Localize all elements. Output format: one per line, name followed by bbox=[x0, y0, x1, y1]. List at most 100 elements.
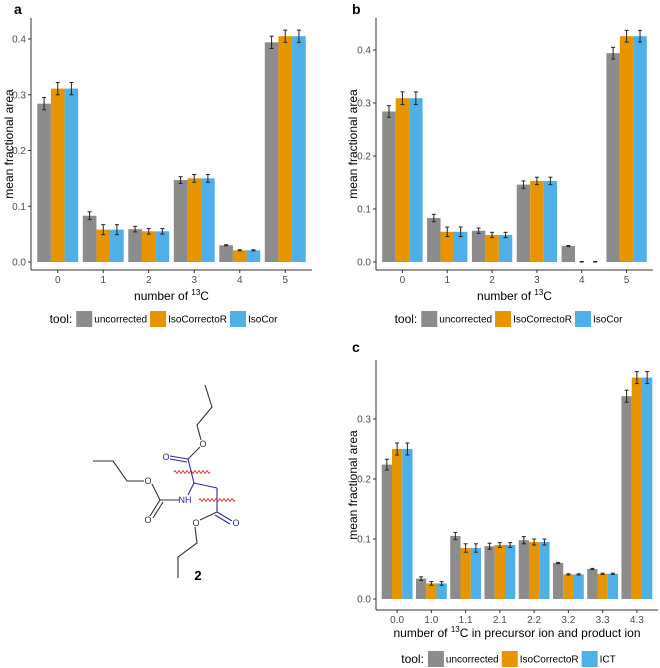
bar-isocorrector bbox=[528, 542, 540, 599]
x-tick-label: 2.2 bbox=[527, 615, 541, 626]
x-tick-label: 3 bbox=[534, 275, 540, 286]
bar-ict bbox=[539, 542, 550, 599]
y-tick-label: 0.1 bbox=[12, 202, 26, 213]
bar-isocorrector bbox=[530, 180, 544, 262]
bar-isocor bbox=[543, 180, 558, 262]
y-tick-label: 0.1 bbox=[357, 535, 371, 546]
molecule-blue-backbone bbox=[169, 455, 233, 525]
atom-o-3: O bbox=[144, 476, 151, 486]
y-axis-title: mean fractional area bbox=[2, 89, 16, 199]
fragmentation-wavy-lines bbox=[173, 470, 236, 502]
x-tick-label: 3.2 bbox=[561, 615, 575, 626]
bar-isocorrector bbox=[96, 229, 111, 262]
x-tick-label: 5 bbox=[624, 275, 630, 286]
bar-uncorrected bbox=[450, 536, 461, 599]
x-tick-label: 4 bbox=[579, 275, 585, 286]
legend-label: ICT bbox=[600, 655, 616, 666]
bar-uncorrected bbox=[415, 578, 427, 599]
bar-isocor bbox=[633, 36, 647, 262]
x-axis-title: number of 13C bbox=[134, 288, 209, 303]
bar-uncorrected bbox=[518, 540, 529, 599]
bar-isocor bbox=[246, 250, 261, 262]
y-tick-label: 0.4 bbox=[357, 46, 371, 57]
bar-uncorrected bbox=[427, 218, 441, 262]
bar-isocorrector bbox=[232, 250, 247, 262]
panel-label: b bbox=[352, 1, 361, 17]
legend: tool: uncorrected IsoCorrectoR IsoCor bbox=[395, 311, 623, 327]
y-axis-title: mean fractional area bbox=[346, 89, 360, 199]
bar-isocorrector bbox=[141, 231, 156, 262]
y-tick-label: 0.4 bbox=[12, 35, 26, 46]
bar-isocorrector bbox=[187, 178, 202, 262]
bar-uncorrected bbox=[264, 42, 279, 262]
legend-label: IsoCorrectoR bbox=[168, 315, 227, 326]
y-tick-label: 0.3 bbox=[12, 90, 26, 101]
panel-label: c bbox=[352, 339, 360, 355]
bar-isocor bbox=[498, 234, 513, 262]
x-tick-label: 0 bbox=[400, 275, 406, 286]
x-tick-label: 0.0 bbox=[390, 615, 404, 626]
wavy-line-2 bbox=[198, 498, 236, 502]
atom-o-1: O bbox=[199, 439, 206, 449]
x-tick-label: 4.3 bbox=[630, 615, 644, 626]
bar-uncorrected bbox=[173, 180, 188, 262]
molecule-black-bonds bbox=[93, 384, 218, 578]
chart-panel-b: b 0.0 0.1 0.2 0.3 0.4 mean fractional area 0 1 2 3… bbox=[346, 1, 653, 327]
x-tick-label: 2 bbox=[489, 275, 495, 286]
bar-ict bbox=[607, 573, 619, 599]
legend-label: uncorrected bbox=[446, 655, 499, 666]
bar-isocorrector bbox=[391, 449, 403, 599]
x-tick-label: 4 bbox=[237, 275, 243, 286]
legend-swatch-uncorrected bbox=[427, 651, 444, 667]
x-axis-title: number of 13C bbox=[477, 288, 552, 303]
legend-label: IsoCor bbox=[248, 315, 278, 326]
bar-uncorrected bbox=[471, 230, 486, 262]
bar-isocor bbox=[201, 178, 215, 262]
legend-swatch-isocor bbox=[574, 311, 591, 327]
bar-ict bbox=[642, 377, 653, 599]
y-tick-label: 0.2 bbox=[357, 475, 371, 486]
legend-label: IsoCor bbox=[593, 315, 623, 326]
x-tick-label: 2 bbox=[146, 275, 152, 286]
bar-isocorrector bbox=[631, 377, 643, 599]
x-tick-label: 1 bbox=[444, 275, 450, 286]
legend-title: tool: bbox=[50, 312, 73, 326]
panel-label: a bbox=[14, 1, 22, 17]
legend-label: IsoCorrectoR bbox=[520, 655, 579, 666]
y-tick-label: 0.0 bbox=[357, 595, 371, 606]
bar-isocorrector bbox=[485, 234, 499, 262]
bar-uncorrected bbox=[621, 396, 632, 599]
legend: tool: uncorrected IsoCorrectoR IsoCor bbox=[50, 311, 278, 327]
chart-panel-a: a 0.0 0.1 0.2 0.3 0.4 mean fractional area 0 1 2 3… bbox=[2, 1, 312, 327]
y-tick-label: 0.0 bbox=[12, 258, 26, 269]
y-tick-label: 0.3 bbox=[357, 415, 371, 426]
y-tick-label: 0.3 bbox=[357, 99, 371, 110]
atom-o-6: O bbox=[232, 518, 239, 528]
bar-isocorrector bbox=[278, 36, 293, 263]
y-axis-title: mean fractional area bbox=[346, 430, 360, 540]
bar-isocor bbox=[453, 231, 468, 262]
bar-isocor bbox=[292, 36, 306, 263]
bar-uncorrected bbox=[587, 569, 598, 599]
atom-nh: NH bbox=[179, 495, 192, 505]
y-tick-label: 0.2 bbox=[12, 146, 26, 157]
x-tick-label: 0 bbox=[55, 275, 61, 286]
legend-swatch-uncorrected bbox=[76, 311, 93, 327]
bar-uncorrected bbox=[37, 103, 51, 262]
molecule-structure: O O O NH O O O 2 bbox=[93, 384, 240, 583]
bar-ict bbox=[505, 545, 516, 599]
legend-title: tool: bbox=[401, 652, 424, 666]
legend-label: IsoCorrectoR bbox=[513, 315, 572, 326]
bar-uncorrected bbox=[128, 229, 142, 262]
legend-swatch-ict bbox=[581, 651, 598, 667]
bar-isocorrector bbox=[460, 548, 471, 599]
bar-isocorrector bbox=[440, 231, 454, 262]
chart-panel-c: c 0.0 0.1 0.2 0.3 mean fractional area 0.0 1.0 1… bbox=[346, 339, 658, 667]
legend-swatch-isocor bbox=[229, 311, 246, 327]
y-tick-label: 0.1 bbox=[357, 205, 371, 216]
bar-isocor bbox=[110, 229, 124, 262]
legend-label: uncorrected bbox=[439, 315, 492, 326]
bar-isocorrector bbox=[426, 583, 437, 599]
x-tick-label: 2.1 bbox=[493, 615, 507, 626]
bar-uncorrected bbox=[381, 464, 392, 599]
